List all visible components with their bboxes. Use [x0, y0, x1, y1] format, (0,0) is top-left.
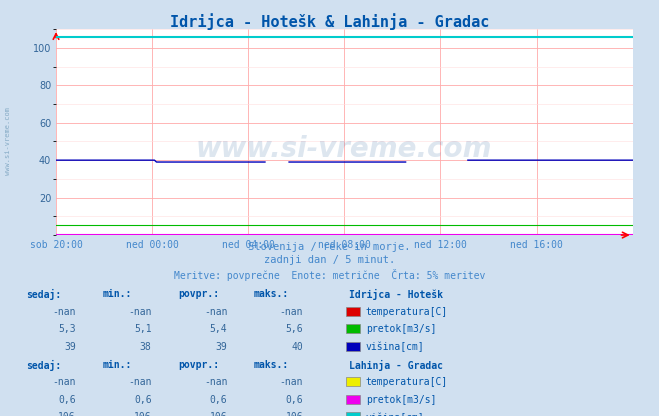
Text: www.si-vreme.com: www.si-vreme.com [196, 134, 492, 163]
Text: 5,6: 5,6 [285, 324, 303, 334]
Text: -nan: -nan [279, 377, 303, 387]
Text: Lahinja - Gradac: Lahinja - Gradac [349, 360, 444, 371]
Text: Idrijca - Hotešk & Lahinja - Gradac: Idrijca - Hotešk & Lahinja - Gradac [170, 13, 489, 30]
Text: višina[cm]: višina[cm] [366, 342, 424, 352]
Text: Meritve: povprečne  Enote: metrične  Črta: 5% meritev: Meritve: povprečne Enote: metrične Črta:… [174, 269, 485, 281]
Text: 106: 106 [134, 412, 152, 416]
Text: -nan: -nan [204, 307, 227, 317]
Text: 40: 40 [291, 342, 303, 352]
Text: min.:: min.: [102, 289, 132, 299]
Text: sedaj:: sedaj: [26, 289, 61, 300]
Text: 39: 39 [64, 342, 76, 352]
Text: maks.:: maks.: [254, 289, 289, 299]
Text: min.:: min.: [102, 360, 132, 370]
Text: 106: 106 [210, 412, 227, 416]
Text: 5,4: 5,4 [210, 324, 227, 334]
Text: zadnji dan / 5 minut.: zadnji dan / 5 minut. [264, 255, 395, 265]
Text: 39: 39 [215, 342, 227, 352]
Text: 0,6: 0,6 [134, 395, 152, 405]
Text: Idrijca - Hotešk: Idrijca - Hotešk [349, 289, 444, 300]
Text: -nan: -nan [128, 307, 152, 317]
Text: 106: 106 [285, 412, 303, 416]
Text: pretok[m3/s]: pretok[m3/s] [366, 324, 436, 334]
Text: www.si-vreme.com: www.si-vreme.com [5, 107, 11, 176]
Text: -nan: -nan [204, 377, 227, 387]
Text: povpr.:: povpr.: [178, 360, 219, 370]
Text: -nan: -nan [52, 307, 76, 317]
Text: 106: 106 [58, 412, 76, 416]
Text: sedaj:: sedaj: [26, 360, 61, 371]
Text: 0,6: 0,6 [58, 395, 76, 405]
Text: 0,6: 0,6 [285, 395, 303, 405]
Text: -nan: -nan [128, 377, 152, 387]
Text: temperatura[C]: temperatura[C] [366, 307, 448, 317]
Text: 38: 38 [140, 342, 152, 352]
Text: temperatura[C]: temperatura[C] [366, 377, 448, 387]
Text: Slovenija / reke in morje.: Slovenija / reke in morje. [248, 242, 411, 252]
Text: pretok[m3/s]: pretok[m3/s] [366, 395, 436, 405]
Text: 5,1: 5,1 [134, 324, 152, 334]
Text: maks.:: maks.: [254, 360, 289, 370]
Text: 5,3: 5,3 [58, 324, 76, 334]
Text: -nan: -nan [52, 377, 76, 387]
Text: višina[cm]: višina[cm] [366, 412, 424, 416]
Text: -nan: -nan [279, 307, 303, 317]
Text: 0,6: 0,6 [210, 395, 227, 405]
Text: povpr.:: povpr.: [178, 289, 219, 299]
